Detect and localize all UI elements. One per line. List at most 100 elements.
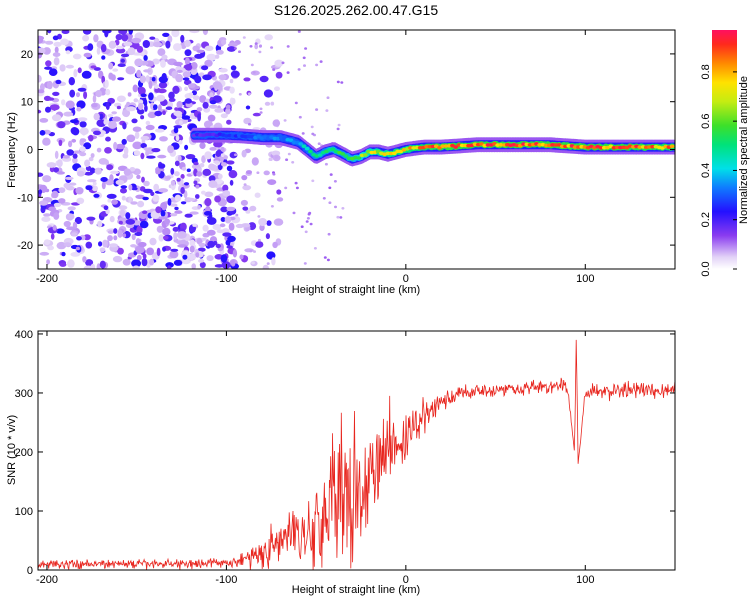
spectrogram-cell <box>66 226 76 231</box>
spectrogram-cell <box>156 247 161 257</box>
spectrogram-cell <box>86 216 96 221</box>
spectrogram-cell <box>336 215 340 219</box>
spectrogram-cell <box>148 92 154 101</box>
spectrogram-cell <box>252 127 261 131</box>
spectrogram-cell <box>283 119 287 122</box>
spectrogram-cell <box>132 84 138 93</box>
x-tick-label: -200 <box>36 574 58 586</box>
spectrogram-cell <box>113 228 118 234</box>
spectrogram-cell <box>69 89 76 98</box>
spectrogram-cell <box>176 101 183 109</box>
spectrogram-cell <box>82 34 90 42</box>
spectrogram-cell <box>173 232 178 240</box>
spectrogram-cell <box>113 141 118 150</box>
spectrogram-cell <box>93 34 99 43</box>
spectrogram-cell <box>152 41 163 48</box>
spectrogram-cell <box>55 79 62 85</box>
x-tick-label: -200 <box>36 273 58 285</box>
spectrogram-cell <box>99 247 106 253</box>
spectrogram-cell <box>271 150 281 156</box>
spectrogram-cell <box>162 32 170 38</box>
spectrogram-cell <box>155 206 162 214</box>
spectrogram-cell <box>174 194 182 202</box>
spectrogram-cell <box>272 119 281 127</box>
spectrogram-cell <box>241 223 251 228</box>
spectrogram-cell <box>120 187 127 194</box>
spectrogram-cell <box>238 93 242 96</box>
spectrogram-cell <box>76 197 85 204</box>
spectrogram-cell <box>112 116 121 122</box>
spectrogram-cell <box>267 179 277 186</box>
spectrogram-cell <box>206 229 216 236</box>
spectrogram-cell <box>82 30 92 35</box>
spectrogram-cell <box>69 182 77 186</box>
spectrogram-cell <box>216 229 225 234</box>
spectrogram-cell <box>167 198 172 206</box>
y-tick-label: -10 <box>17 192 33 204</box>
spectrogram-cell <box>53 41 62 47</box>
spectrogram-cell <box>52 225 57 231</box>
spectrogram-cell <box>59 262 67 267</box>
spectrogram-cell <box>156 94 166 102</box>
spectrogram-cell <box>258 218 267 226</box>
spectrogram-cell <box>209 100 217 105</box>
spectrogram-cell <box>485 143 491 147</box>
spectrogram-cell <box>115 179 125 186</box>
spectrogram-cell <box>46 80 53 90</box>
spectrogram-cell <box>206 255 214 262</box>
spectrogram-cell <box>271 257 276 266</box>
spectrogram-cell <box>62 155 70 159</box>
spectrogram-cell <box>101 55 106 60</box>
spectrogram-cell <box>125 66 136 75</box>
spectrogram-cell <box>100 44 107 53</box>
spectrogram-cell <box>270 205 274 208</box>
spectrogram-cell <box>251 157 259 166</box>
spectrogram-cell <box>73 69 78 78</box>
spectrogram-cell <box>224 216 232 224</box>
spectrogram-cell <box>76 236 82 241</box>
spectrogram-cell <box>53 167 59 173</box>
spectrogram-cell <box>58 139 63 146</box>
spectrogram-cell <box>57 121 66 129</box>
spectrogram-cell <box>157 48 166 56</box>
spectrogram-cell <box>115 34 123 41</box>
spectrogram-cell <box>138 86 146 95</box>
spectrogram-cell <box>91 103 98 108</box>
spectrogram-cell <box>122 122 127 130</box>
spectrogram-cell <box>184 213 193 218</box>
spectrogram-cell <box>142 196 149 201</box>
spectrogram-cell <box>253 250 256 253</box>
spectrogram-cell <box>249 205 257 212</box>
spectrogram-cell <box>111 111 117 115</box>
spectrogram-cell <box>239 254 244 260</box>
spectrogram-cell <box>121 138 127 145</box>
spectrogram-cell <box>70 252 81 257</box>
spectrogram-cell <box>238 50 241 53</box>
spectrogram-cell <box>226 195 236 204</box>
spectrogram-cell <box>125 212 131 220</box>
spectrogram-cell <box>246 170 252 175</box>
spectrogram-cell <box>392 151 397 156</box>
spectrogram-cell <box>90 153 95 158</box>
spectrogram-cell <box>49 104 60 111</box>
spectrogram-cell <box>258 50 262 54</box>
x-tick-label: 0 <box>403 273 409 285</box>
spectrogram-cell <box>165 40 171 49</box>
spectrogram-cell <box>302 56 306 60</box>
spectrogram-cell <box>175 135 180 141</box>
spectrogram-cell <box>194 75 202 84</box>
spectrogram-cell <box>156 225 164 233</box>
spectrogram-cell <box>107 230 114 234</box>
colorbar-label: Normalized spectral amplitude <box>738 76 750 224</box>
spectrogram-cell <box>96 263 101 269</box>
y-tick-label: 200 <box>15 447 33 459</box>
spectrogram-cell <box>102 239 108 248</box>
spectrogram-cell <box>327 232 331 236</box>
spectrogram-cell <box>96 147 102 153</box>
spectrogram-cell <box>96 47 101 55</box>
spectrogram-cell <box>240 199 248 206</box>
spectrogram-cell <box>249 249 253 253</box>
colorbar-ticks: 0.0 0.2 0.4 0.6 0.8 <box>700 64 737 277</box>
spectrogram-cell <box>179 120 183 125</box>
spectrogram-cell <box>304 47 308 50</box>
